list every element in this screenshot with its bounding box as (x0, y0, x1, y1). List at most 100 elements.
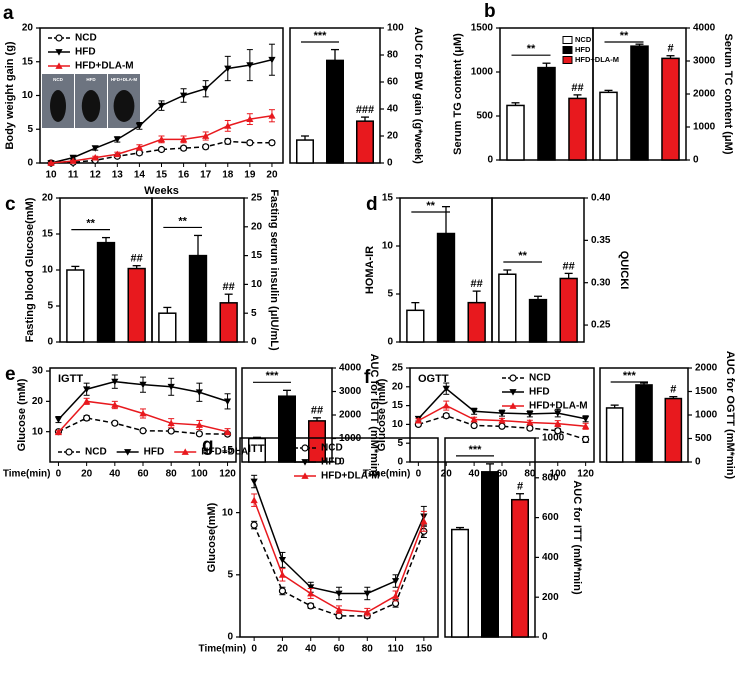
data-point (363, 608, 371, 616)
data-point (498, 422, 506, 430)
y-tick-label: 25 (251, 193, 263, 204)
x-tick-label: 0 (416, 469, 422, 480)
panel-letter: d (366, 194, 378, 215)
y-tick-label: 1500 (471, 23, 494, 34)
legend-swatch (562, 56, 573, 64)
data-point (250, 478, 258, 486)
y-tick-label: 20 (42, 193, 54, 204)
data-point (139, 381, 147, 389)
x-tick-label: 15 (156, 170, 168, 181)
data-point (167, 419, 175, 427)
data-point (195, 430, 203, 438)
data-point (554, 427, 562, 435)
data-point (391, 592, 400, 599)
y-axis-label: Body weight gain (g) (4, 41, 16, 149)
y-tick-label: 15 (222, 445, 234, 456)
y-axis-label: Glucose (mM) (376, 378, 388, 451)
y-tick-label: 0 (542, 632, 548, 643)
y-axis-label: AUC for ITT (mM*min) (571, 480, 583, 595)
y-tick-label: 1000 (471, 67, 494, 78)
x-tick-label: 60 (137, 469, 149, 480)
data-point (111, 378, 119, 386)
y-tick-label: 5 (387, 289, 393, 300)
data-point (224, 137, 232, 145)
data-point (91, 145, 99, 152)
y-tick-label: 400 (542, 552, 559, 563)
bar (326, 59, 344, 164)
panel-letter: b (484, 1, 496, 22)
x-tick-label: 80 (362, 644, 374, 655)
x-tick-label: 40 (469, 469, 481, 480)
data-point (111, 419, 119, 427)
y-tick-label: 0 (693, 155, 699, 166)
data-point (167, 383, 175, 391)
x-axis-label: Time(min) (363, 469, 411, 480)
bar (664, 397, 683, 463)
bar (599, 91, 618, 161)
bar (451, 528, 469, 638)
legend-label: HFD (144, 447, 165, 458)
panel-letter: c (5, 194, 16, 215)
bar (498, 273, 517, 343)
y-axis-label: AUC for IGTT (mM*min) (368, 354, 380, 477)
y-tick-label: 5 (47, 301, 53, 312)
data-point (157, 145, 166, 154)
bar (528, 298, 548, 343)
bar (66, 269, 85, 343)
bar (568, 97, 587, 161)
data-point (582, 422, 590, 430)
significance-label: ** (86, 218, 95, 230)
bar (661, 57, 680, 161)
y-axis-label: Serum TG content (μM) (452, 33, 464, 155)
y-tick-label: 0 (695, 457, 701, 468)
y-tick-label: 20 (387, 131, 399, 142)
y-tick-label: 0.35 (591, 235, 611, 246)
x-tick-label: 10 (45, 170, 57, 181)
y-tick-label: 0.25 (591, 320, 611, 331)
y-axis-label: Fasting blood Glucose(mM) (24, 197, 36, 342)
y-tick-label: 40 (387, 104, 399, 115)
significance-label: ** (527, 43, 536, 55)
data-point (195, 389, 203, 396)
data-point (470, 421, 478, 430)
x-tick-label: 150 (416, 644, 433, 655)
y-tick-label: 20 (22, 23, 34, 34)
legend-marker (301, 472, 309, 479)
y-tick-label: 0 (227, 632, 233, 643)
legend-label: HFD (75, 47, 96, 58)
data-point (335, 606, 343, 613)
y-tick-label: 5 (27, 124, 33, 135)
y-tick-label: 15 (251, 250, 263, 261)
y-tick-label: 0 (397, 457, 403, 468)
y-tick-label: 10 (22, 90, 34, 101)
significance-mark: ## (563, 260, 575, 272)
x-tick-label: 120 (577, 469, 594, 480)
data-point (526, 410, 534, 418)
inset-mouse (81, 90, 101, 122)
y-tick-label: 5 (397, 438, 403, 449)
data-point (113, 150, 121, 158)
data-point (582, 415, 590, 423)
x-tick-label: 0 (56, 469, 62, 480)
legend-label: HFD+DLA-M (529, 401, 588, 412)
legend-marker (55, 62, 63, 69)
significance-mark: ## (223, 281, 235, 293)
y-tick-label: 3000 (339, 386, 362, 397)
legend-label: HFD (321, 457, 342, 468)
plot-label: OGTT (418, 373, 449, 385)
bar (96, 241, 116, 343)
data-point (54, 416, 63, 424)
significance-label: ** (178, 215, 187, 227)
significance-mark: ## (131, 253, 143, 265)
x-tick-label: 40 (305, 644, 317, 655)
data-point (157, 102, 166, 110)
y-tick-label: 0 (27, 158, 33, 169)
x-tick-label: 11 (68, 170, 79, 181)
data-point (246, 115, 254, 123)
data-point (307, 602, 315, 610)
bar (467, 301, 486, 343)
significance-label: *** (623, 370, 637, 382)
y-tick-label: 30 (32, 366, 44, 377)
bar (219, 302, 238, 343)
